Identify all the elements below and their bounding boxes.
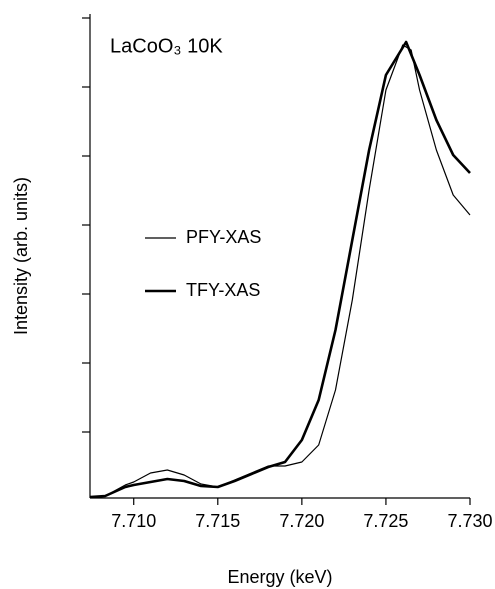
x-tick-label: 7.725 <box>363 511 408 531</box>
data-line <box>89 40 471 499</box>
y-axis-label: Intensity (arb. units) <box>11 177 31 335</box>
x-tick-label: 7.730 <box>447 511 492 531</box>
legend-label: PFY-XAS <box>186 227 261 247</box>
x-tick-label: 7.710 <box>111 511 156 531</box>
legend-label: TFY-XAS <box>186 280 260 300</box>
chart-title: LaCoO₃ 10K <box>110 35 223 57</box>
x-axis-label: Energy (keV) <box>227 567 332 587</box>
data-line <box>89 44 471 498</box>
x-tick-label: 7.720 <box>279 511 324 531</box>
x-tick-label: 7.715 <box>195 511 240 531</box>
